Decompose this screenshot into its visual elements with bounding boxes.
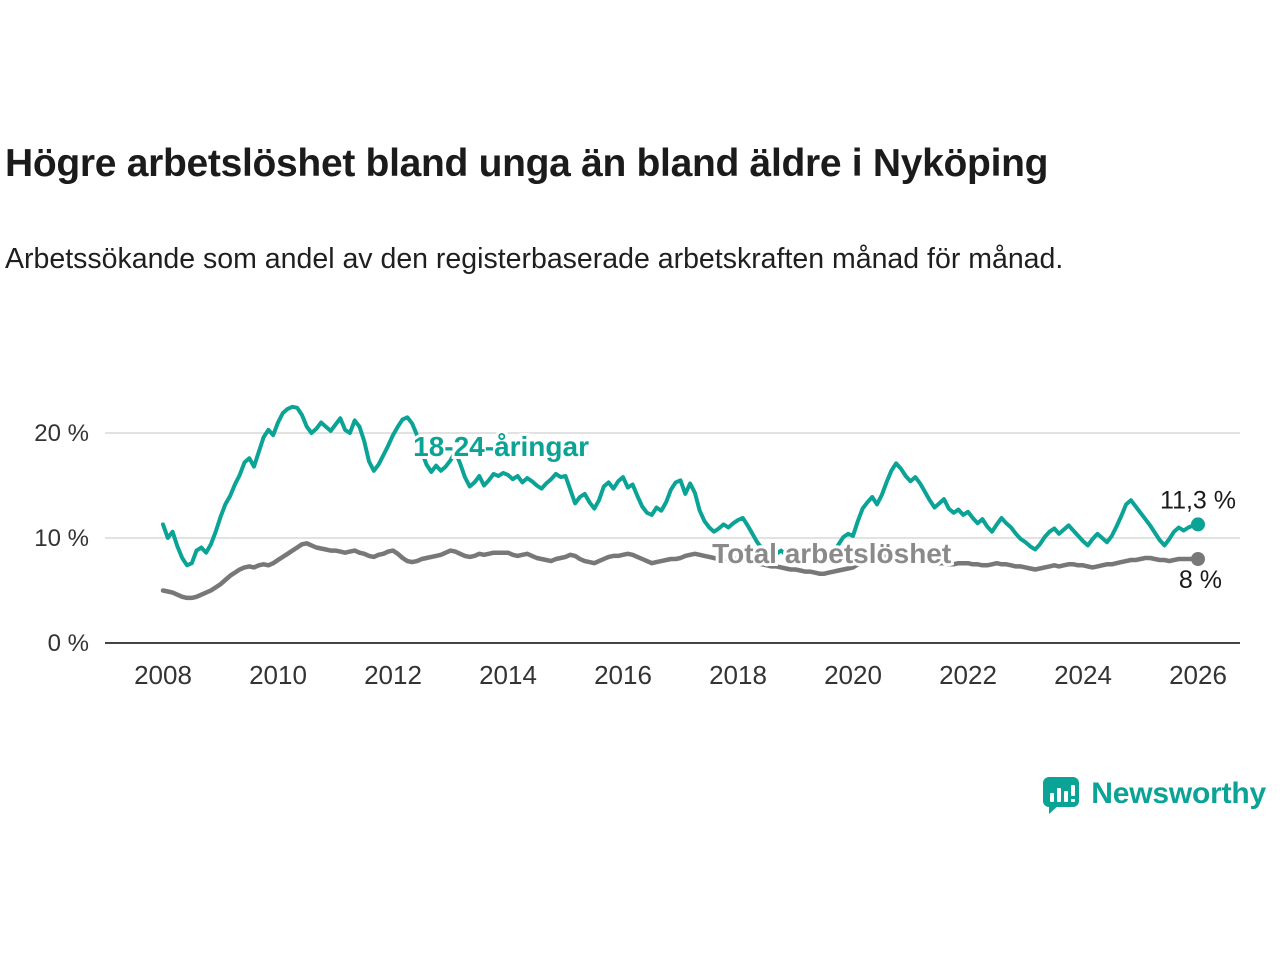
series-end-label-0: 11,3 % [1160,486,1236,514]
x-tick-label: 2024 [1054,660,1112,690]
series-end-dot-0 [1191,517,1205,532]
newsworthy-logo: Newsworthy [1041,774,1266,814]
x-tick-label: 2018 [709,660,767,690]
x-tick-label: 2020 [824,660,882,690]
series-line-0 [161,404,1200,568]
x-tick-label: 2022 [939,660,997,690]
series-line-1 [160,541,1201,601]
x-tick-label: 2014 [479,660,537,690]
y-tick-label: 20 % [34,420,89,447]
page-subtitle: Arbetssökande som andel av den registerb… [5,243,1064,275]
x-tick-label: 2010 [249,660,307,690]
x-tick-label: 2016 [594,660,652,690]
newsworthy-logo-icon [1043,777,1080,814]
series-inline-label-1: Total arbetslöshet [712,538,951,569]
newsworthy-wordmark: Newsworthy [1091,777,1266,810]
x-tick-label: 2012 [364,660,422,690]
x-tick-label: 2008 [134,660,192,690]
series-end-label-1: 8 % [1179,566,1222,594]
page-title: Högre arbetslöshet bland unga än bland ä… [5,142,1049,185]
series-end-dot-1 [1191,552,1205,566]
series-inline-label-0: 18-24-åringar [413,431,589,462]
x-tick-label: 2026 [1169,660,1227,690]
y-tick-label: 0 % [48,630,89,657]
y-tick-label: 10 % [34,525,89,552]
